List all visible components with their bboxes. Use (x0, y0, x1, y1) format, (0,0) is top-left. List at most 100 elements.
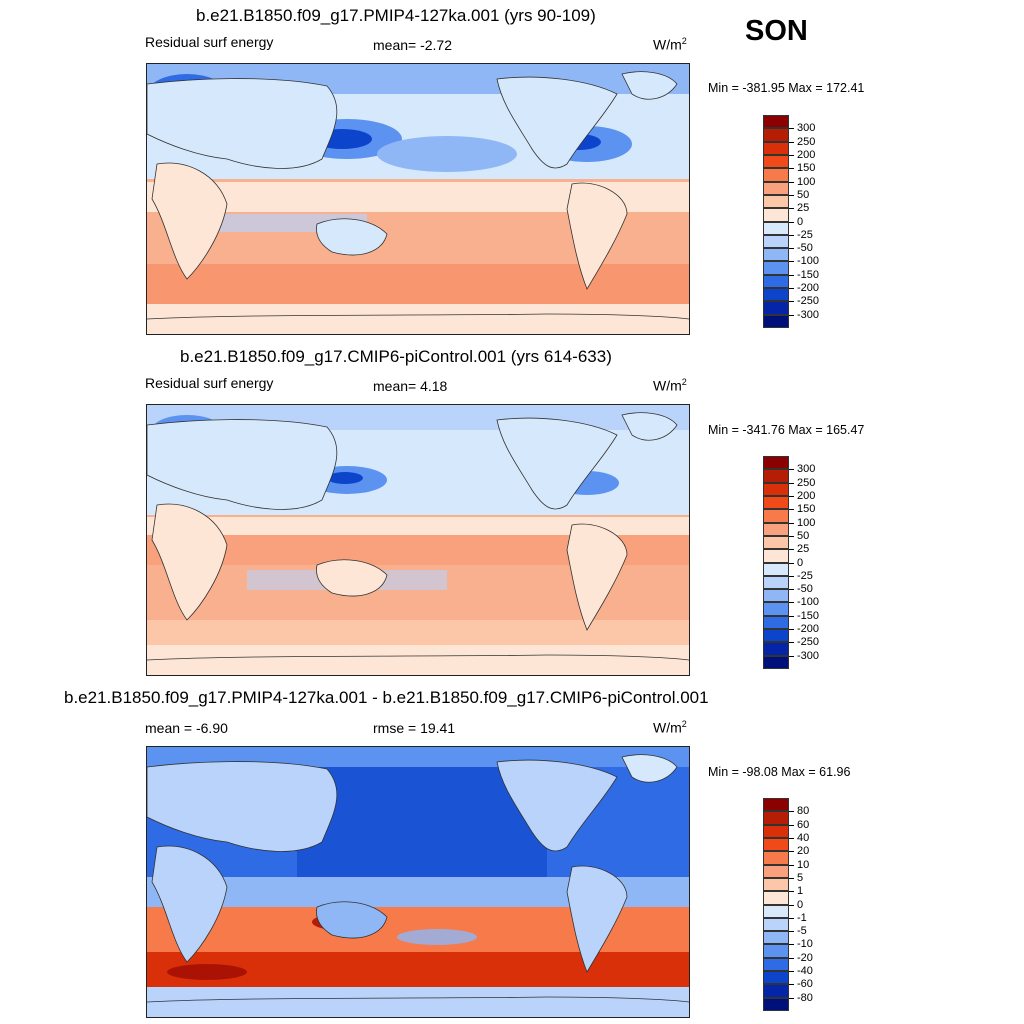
colorbar-tick-label: -40 (797, 965, 813, 978)
panel-3-minmax: Min = -98.08 Max = 61.96 (708, 765, 851, 779)
colorbar-tick (789, 931, 794, 933)
colorbar-swatch (763, 128, 789, 142)
colorbar-tick-label: -10 (797, 938, 813, 951)
colorbar-swatch (763, 984, 789, 998)
colorbar-tick-label: 0 (797, 556, 804, 569)
colorbar-tick-label: -300 (797, 308, 820, 321)
colorbar-tick-label: -20 (797, 951, 813, 964)
colorbar-swatch (763, 288, 789, 302)
colorbar-tick-label: -80 (797, 991, 813, 1004)
colorbar-tick (789, 274, 794, 276)
colorbar-tick (789, 301, 794, 303)
colorbar-swatch (763, 798, 789, 812)
colorbar-swatch (763, 864, 789, 878)
colorbar-tick (789, 589, 794, 591)
colorbar-tick-label: -300 (797, 649, 820, 662)
colorbar-swatch (763, 971, 789, 985)
colorbar-tick (789, 891, 794, 893)
colorbar-tick (789, 248, 794, 250)
colorbar-tick (789, 904, 794, 906)
colorbar-tick-label: 25 (797, 543, 810, 556)
panel-2-units: W/m2 (653, 377, 687, 394)
colorbar-tick-label: -60 (797, 978, 813, 991)
panel-3-mean: mean = -6.90 (145, 720, 228, 736)
colorbar-swatch (763, 642, 789, 656)
colorbar-tick (789, 522, 794, 524)
colorbar-swatch (763, 655, 789, 669)
panel-2-title: b.e21.B1850.f09_g17.CMIP6-piControl.001 … (180, 347, 612, 366)
colorbar-tick (789, 811, 794, 813)
colorbar-swatch (763, 877, 789, 892)
colorbar-swatch (763, 589, 789, 603)
colorbar-tick (789, 997, 794, 999)
colorbar-tick-label: 40 (797, 831, 810, 844)
colorbar-tick (789, 168, 794, 170)
colorbar-swatch (763, 181, 789, 195)
colorbar-tick-label: -25 (797, 569, 813, 582)
colorbar-tick-label: 80 (797, 805, 810, 818)
colorbar-swatch (763, 837, 789, 852)
colorbar-swatch (763, 997, 789, 1011)
colorbar-tick (789, 864, 794, 866)
colorbar-swatch (763, 535, 789, 550)
colorbar-swatch (763, 194, 789, 209)
colorbar-tick (789, 944, 794, 946)
colorbar-tick-label: -200 (797, 623, 820, 636)
season-label: SON (745, 15, 808, 47)
colorbar-tick-label: 150 (797, 162, 816, 175)
colorbar-swatch (763, 221, 789, 235)
colorbar-tick (789, 971, 794, 973)
colorbar-tick-label: -250 (797, 636, 820, 649)
colorbar-tick-label: -250 (797, 295, 820, 308)
panel-1-title: b.e21.B1850.f09_g17.PMIP4-127ka.001 (yrs… (196, 6, 596, 25)
colorbar-swatch (763, 482, 789, 496)
colorbar-tick (789, 837, 794, 839)
colorbar-swatch (763, 562, 789, 576)
colorbar-tick (789, 917, 794, 919)
colorbar-tick (789, 509, 794, 511)
colorbar-tick (789, 824, 794, 826)
colorbar-tick (789, 141, 794, 143)
panel-3-title: b.e21.B1850.f09_g17.PMIP4-127ka.001 - b.… (64, 688, 709, 707)
colorbar-swatch (763, 248, 789, 262)
panel-2-colorbar: 300 250 200 150 100 50 25 0 -25 -50 -100 -150 -200 -2… (763, 456, 819, 669)
colorbar-tick (789, 851, 794, 853)
colorbar-tick-label: 50 (797, 529, 810, 542)
panel-1-map (146, 63, 690, 335)
colorbar-tick (789, 221, 794, 223)
colorbar-tick (789, 261, 794, 263)
colorbar-swatch (763, 957, 789, 972)
colorbar-tick (789, 194, 794, 196)
colorbar-swatch (763, 891, 789, 905)
colorbar-swatch (763, 522, 789, 536)
colorbar-swatch (763, 261, 789, 275)
colorbar-tick-label: 100 (797, 175, 816, 188)
colorbar-swatch (763, 575, 789, 590)
colorbar-tick-label: -1 (797, 911, 807, 924)
colorbar-tick-label: 150 (797, 503, 816, 516)
colorbar-tick-label: 1 (797, 885, 804, 898)
colorbar-tick-label: -150 (797, 268, 820, 281)
colorbar-tick-label: -150 (797, 609, 820, 622)
colorbar-swatch (763, 495, 789, 510)
colorbar-tick-label: 5 (797, 871, 804, 884)
colorbar-tick-label: 0 (797, 898, 804, 911)
colorbar-swatch (763, 208, 789, 222)
colorbar-swatch (763, 549, 789, 563)
colorbar-swatch (763, 234, 789, 249)
colorbar-tick-label: -25 (797, 228, 813, 241)
colorbar-tick (789, 234, 794, 236)
colorbar-swatch (763, 811, 789, 825)
colorbar-tick-label: 50 (797, 188, 810, 201)
colorbar-tick (789, 957, 794, 959)
colorbar-tick-label: -5 (797, 925, 807, 938)
colorbar-tick-label: 0 (797, 215, 804, 228)
colorbar-tick-label: 250 (797, 476, 816, 489)
colorbar-tick (789, 535, 794, 537)
panel-2-map (146, 404, 690, 676)
colorbar-tick-label: 25 (797, 202, 810, 215)
colorbar-swatch (763, 115, 789, 129)
panel-1-left-label: Residual surf energy (145, 34, 274, 50)
panel-1-colorbar: 300 250 200 150 100 50 25 0 -25 -50 -100 -150 -200 -2… (763, 115, 819, 328)
colorbar-tick-label: -200 (797, 282, 820, 295)
